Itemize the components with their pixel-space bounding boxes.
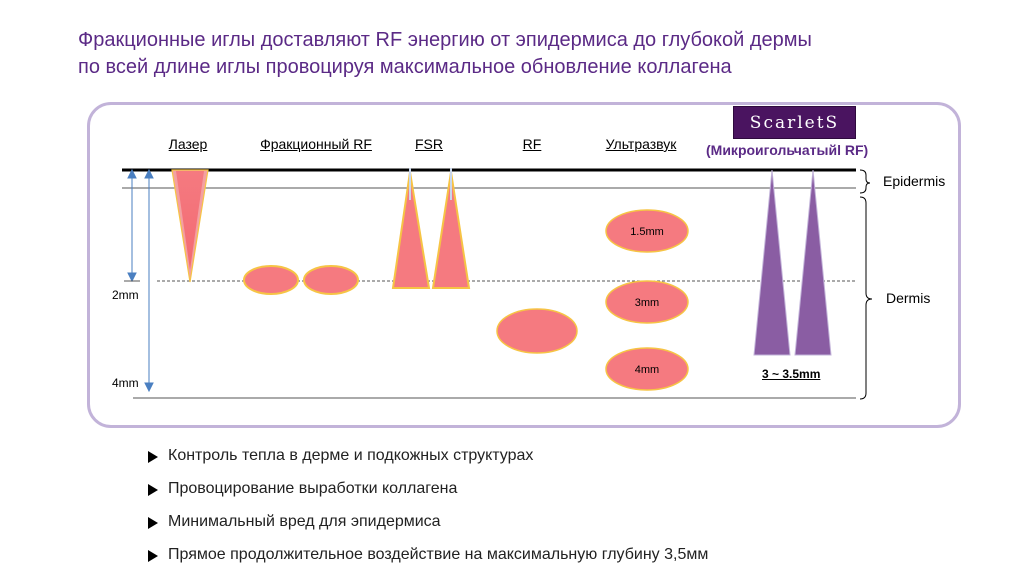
fractional-rf-zone-1: [243, 265, 299, 295]
bullet-arrow-icon: [148, 517, 158, 529]
list-item-text: Прямое продолжительное воздействие на ма…: [168, 546, 709, 563]
list-item: Провоцирование выработки коллагена: [148, 480, 708, 513]
depth-label-4mm: 4mm: [112, 376, 139, 390]
column-label-rf: RF: [522, 136, 542, 152]
fractional-rf-zone-2: [303, 265, 359, 295]
comparison-panel: [87, 102, 961, 428]
benefit-list: Контроль тепла в дерме и подкожных струк…: [148, 447, 708, 579]
column-label-fractional-rf: Фракционный RF: [260, 136, 372, 152]
depth-arrow-4mm: [144, 168, 154, 393]
column-label-ultrasound: Ультразвук: [605, 136, 677, 152]
list-item: Прямое продолжительное воздействие на ма…: [148, 546, 708, 579]
depth-arrow-2mm: [127, 168, 137, 283]
list-item-text: Контроль тепла в дерме и подкожных струк…: [168, 447, 534, 464]
title-line-1: Фракционные иглы доставляют RF энергию о…: [78, 29, 812, 51]
list-item: Контроль тепла в дерме и подкожных струк…: [148, 447, 708, 480]
microneedle-2: [794, 169, 832, 356]
microneedle-1: [753, 169, 791, 356]
ultrasound-depth-label: 1.5mm: [630, 226, 664, 238]
epidermis-label: Epidermis: [883, 173, 946, 189]
list-item-text: Минимальный вред для эпидермиса: [168, 513, 441, 530]
depth-label-2mm: 2mm: [112, 288, 139, 302]
ultrasound-zone-3: [605, 347, 689, 391]
needle-depth-label: 3 ~ 3.5mm: [762, 367, 821, 381]
bullet-arrow-icon: [148, 550, 158, 562]
ultrasound-zone-1: [605, 209, 689, 253]
dermis-brace: [859, 196, 873, 400]
fsr-heat-zone-1: [391, 171, 431, 289]
list-item-text: Провоцирование выработки коллагена: [168, 480, 458, 497]
page-title: Фракционные иглы доставляют RF энергию о…: [78, 27, 978, 81]
fsr-heat-zone-2: [431, 171, 471, 289]
laser-heat-cone-core: [176, 171, 204, 270]
dermis-label: Dermis: [886, 290, 931, 306]
epidermis-brace: [859, 169, 871, 194]
rf-heat-zone: [496, 308, 578, 354]
bullet-arrow-icon: [148, 484, 158, 496]
title-line-2: по всей длине иглы провоцируя максимальн…: [78, 56, 732, 78]
ultrasound-depth-label: 3mm: [634, 297, 660, 309]
column-label-laser: Лазер: [168, 136, 208, 152]
microneedle-rf-label: (Микроигольчатыйl RF): [706, 142, 869, 158]
bullet-arrow-icon: [148, 451, 158, 463]
list-item: Минимальный вред для эпидермиса: [148, 513, 708, 546]
ultrasound-zone-2: [605, 280, 689, 324]
ultrasound-depth-label: 4mm: [634, 364, 660, 376]
column-label-fsr: FSR: [415, 136, 443, 152]
scarlet-logo: ScarletS: [733, 106, 856, 139]
